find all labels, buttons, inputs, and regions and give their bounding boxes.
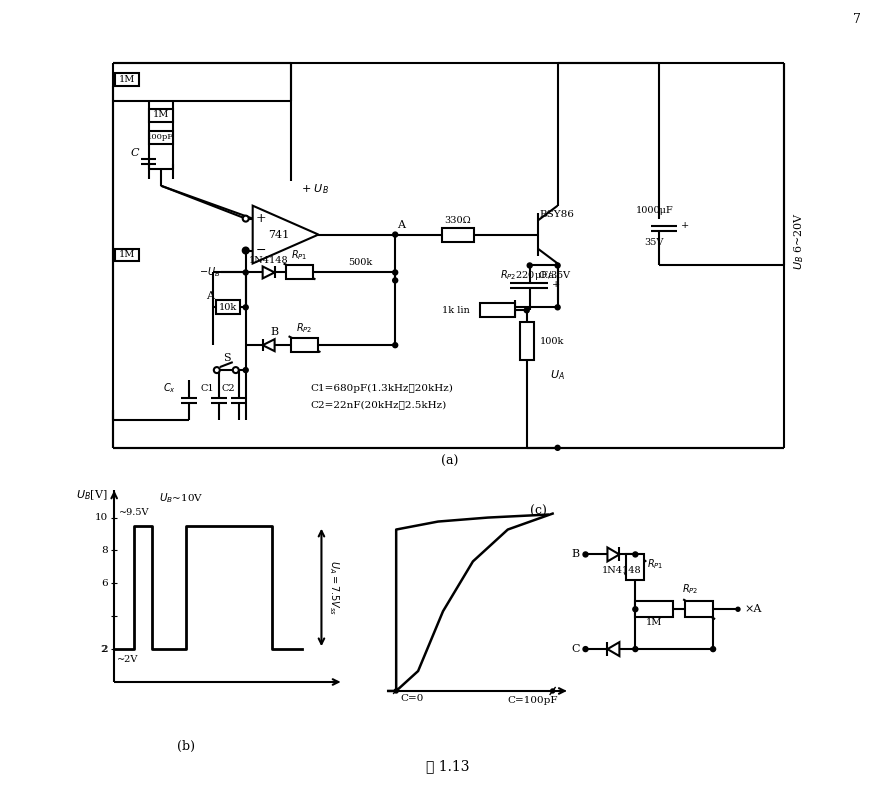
Bar xyxy=(286,266,314,279)
Text: 1M: 1M xyxy=(119,74,135,84)
Text: BSY86: BSY86 xyxy=(539,210,574,219)
Text: 1N4148: 1N4148 xyxy=(601,566,641,575)
Text: 10: 10 xyxy=(95,513,108,522)
Text: 8: 8 xyxy=(101,546,108,555)
Text: + $U_B$: + $U_B$ xyxy=(300,182,328,195)
Circle shape xyxy=(551,689,555,693)
Text: $R_{P1}$: $R_{P1}$ xyxy=(291,248,307,263)
Text: 2: 2 xyxy=(100,645,108,653)
Text: 10k: 10k xyxy=(219,303,237,312)
Bar xyxy=(290,339,318,352)
Circle shape xyxy=(392,232,398,237)
Circle shape xyxy=(633,607,638,611)
Text: C1=680pF(1.3kHz～20kHz): C1=680pF(1.3kHz～20kHz) xyxy=(311,384,453,392)
Text: 2: 2 xyxy=(101,645,108,653)
Circle shape xyxy=(556,445,560,450)
Text: C1: C1 xyxy=(200,384,214,392)
Text: C: C xyxy=(131,148,139,158)
Text: $R_{P2}$: $R_{P2}$ xyxy=(682,582,698,596)
Text: 7: 7 xyxy=(853,13,860,26)
Circle shape xyxy=(243,305,248,310)
Circle shape xyxy=(524,308,530,312)
Bar xyxy=(116,73,139,86)
Bar xyxy=(626,554,644,581)
Circle shape xyxy=(583,552,588,557)
Bar xyxy=(635,601,673,617)
Circle shape xyxy=(556,305,560,310)
Text: 500k: 500k xyxy=(349,258,373,267)
Text: 1k lin: 1k lin xyxy=(442,306,470,315)
Text: $R_{P2}$220μF/35V: $R_{P2}$220μF/35V xyxy=(500,268,572,282)
Circle shape xyxy=(583,646,588,652)
Text: $U_A=7.5V_{ss}$: $U_A=7.5V_{ss}$ xyxy=(327,560,341,615)
Text: C2: C2 xyxy=(221,384,235,392)
Text: ~9.5V: ~9.5V xyxy=(119,508,150,517)
Text: 100k: 100k xyxy=(539,337,564,346)
Circle shape xyxy=(633,552,638,557)
Text: 1000μF: 1000μF xyxy=(635,206,673,215)
Circle shape xyxy=(556,263,560,268)
Text: C=100pF: C=100pF xyxy=(508,696,558,706)
Text: S: S xyxy=(223,353,230,363)
Text: +: + xyxy=(255,212,266,225)
Text: −: − xyxy=(255,244,266,257)
Circle shape xyxy=(243,368,248,373)
Text: ~2V: ~2V xyxy=(117,655,139,664)
Text: (a): (a) xyxy=(442,456,459,468)
Bar xyxy=(520,322,534,360)
Circle shape xyxy=(214,367,220,373)
Circle shape xyxy=(392,270,398,275)
Bar xyxy=(442,228,474,241)
Bar xyxy=(149,131,173,144)
Bar xyxy=(149,109,173,122)
Circle shape xyxy=(243,270,248,275)
Bar xyxy=(216,301,240,314)
Text: 6: 6 xyxy=(101,579,108,588)
Circle shape xyxy=(736,607,740,611)
Text: $-U_B$: $-U_B$ xyxy=(199,266,220,279)
Circle shape xyxy=(243,248,248,253)
Text: (c): (c) xyxy=(530,505,547,518)
Text: 741: 741 xyxy=(268,229,289,240)
Text: C=0: C=0 xyxy=(401,694,424,703)
Text: 1M: 1M xyxy=(646,618,662,626)
Text: O.a.: O.a. xyxy=(538,271,557,280)
Text: $U_B$[V]: $U_B$[V] xyxy=(75,489,108,502)
Text: C: C xyxy=(571,644,580,654)
Text: $R_{P2}$: $R_{P2}$ xyxy=(297,321,313,335)
Bar xyxy=(685,601,713,617)
Circle shape xyxy=(527,263,532,268)
Circle shape xyxy=(243,248,249,253)
Bar xyxy=(116,248,139,262)
Text: B: B xyxy=(572,550,580,559)
Bar xyxy=(480,303,515,317)
Text: B: B xyxy=(271,327,279,337)
Text: 100pF: 100pF xyxy=(148,133,175,141)
Text: 35V: 35V xyxy=(644,238,664,247)
Text: 330Ω: 330Ω xyxy=(444,216,471,225)
Text: +: + xyxy=(681,221,689,230)
Text: 1N4148: 1N4148 xyxy=(249,256,289,265)
Circle shape xyxy=(233,367,238,373)
Circle shape xyxy=(711,646,716,652)
Text: 图 1.13: 图 1.13 xyxy=(426,759,470,774)
Text: $C_x$: $C_x$ xyxy=(163,381,176,395)
Circle shape xyxy=(633,646,638,652)
Text: ×A: ×A xyxy=(745,604,762,615)
Text: $U_B$ 6~20V: $U_B$ 6~20V xyxy=(792,211,806,270)
Text: +: + xyxy=(552,280,560,289)
Circle shape xyxy=(243,216,249,221)
Text: A: A xyxy=(206,291,214,301)
Text: C2=22nF(20kHz～2.5kHz): C2=22nF(20kHz～2.5kHz) xyxy=(311,400,447,410)
Text: $U_B$~10V: $U_B$~10V xyxy=(159,490,203,505)
Text: A: A xyxy=(397,220,405,229)
Text: $U_A$: $U_A$ xyxy=(549,368,564,382)
Circle shape xyxy=(394,689,398,693)
Text: 1M: 1M xyxy=(119,250,135,259)
Circle shape xyxy=(392,343,398,348)
Circle shape xyxy=(392,278,398,283)
Text: 1M: 1M xyxy=(153,111,169,119)
Text: $R_{P1}$: $R_{P1}$ xyxy=(647,558,664,571)
Text: (b): (b) xyxy=(177,740,195,753)
